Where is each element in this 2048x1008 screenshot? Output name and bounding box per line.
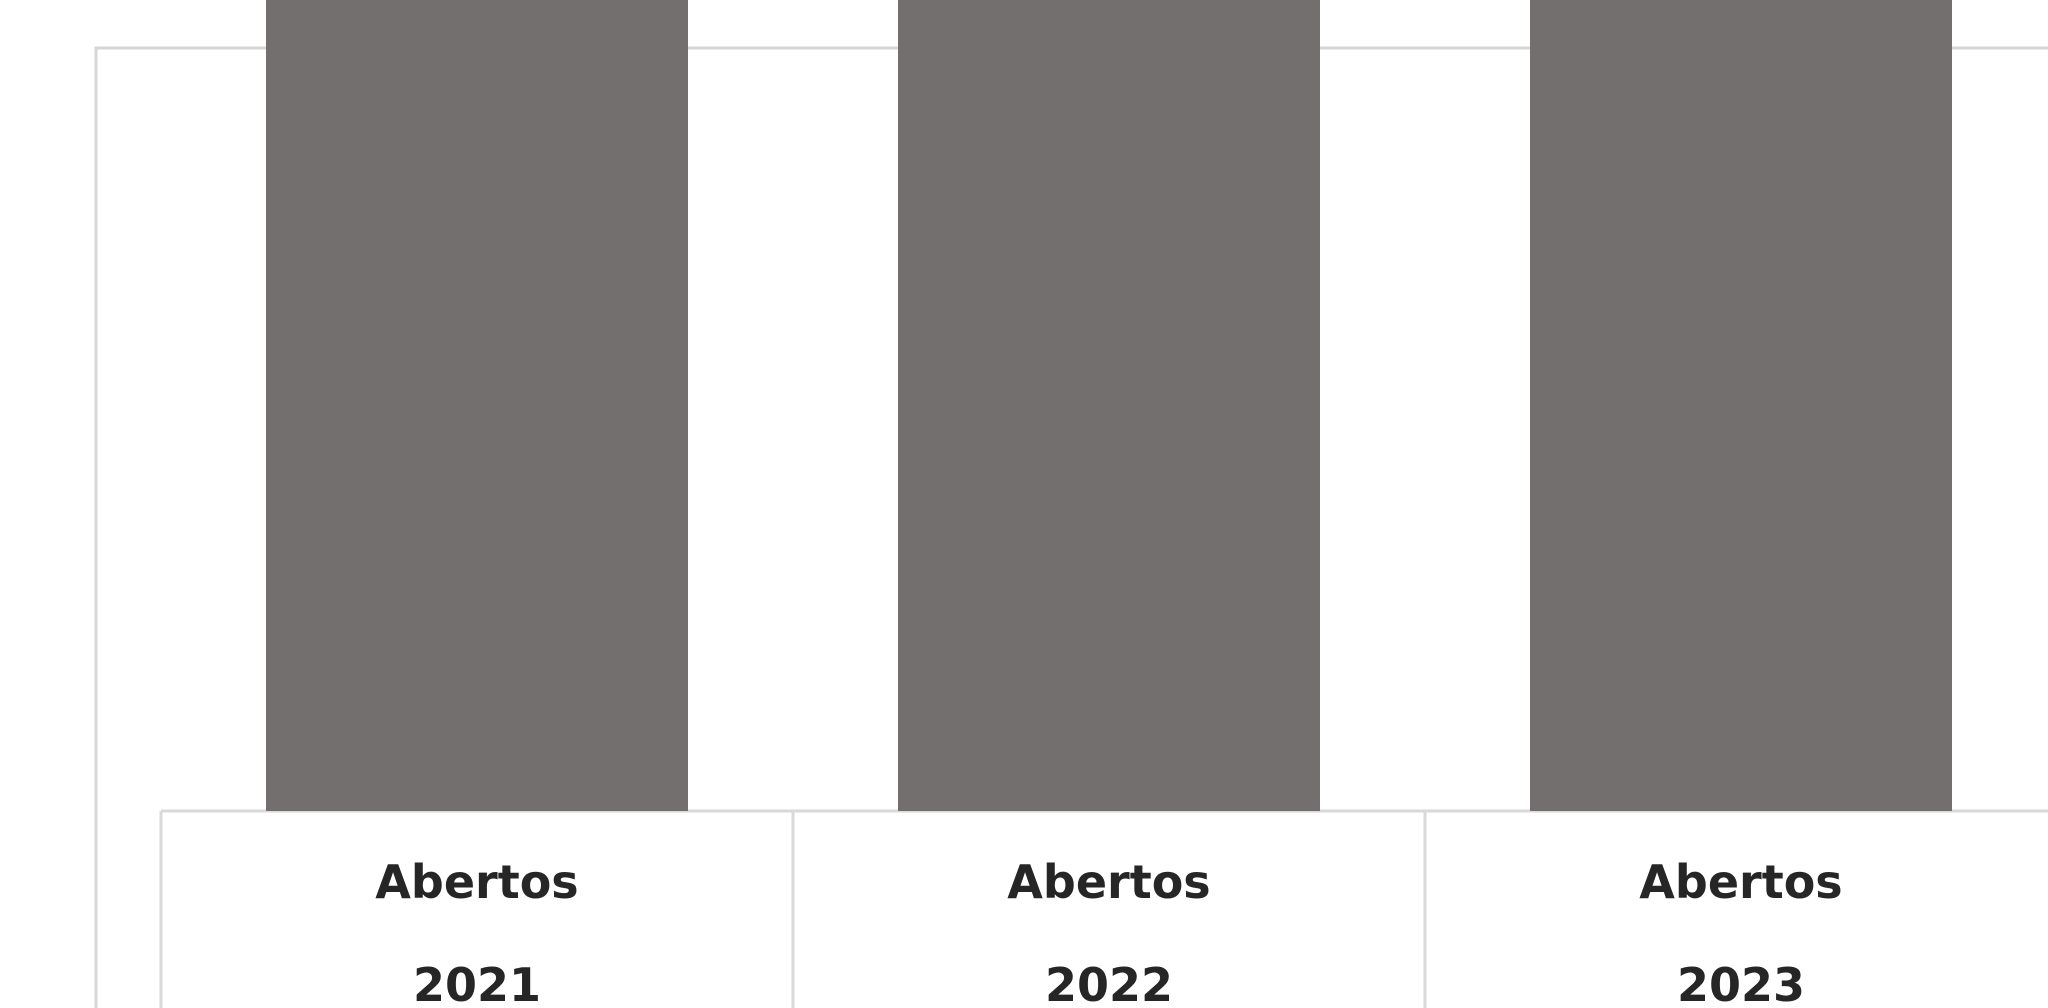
category-labels: Abertos 2021 Abertos 2022 Abertos 2023 [375, 855, 1842, 1008]
bars [266, 0, 1952, 812]
bar-1 [898, 0, 1320, 811]
category-label-0-line-0: Abertos [375, 855, 578, 909]
bar-0 [266, 0, 688, 811]
category-label-1-line-1: 2022 [1045, 958, 1173, 1008]
bar-2 [1530, 0, 1952, 812]
category-label-0-line-1: 2021 [413, 958, 541, 1008]
category-label-2-line-1: 2023 [1677, 958, 1805, 1008]
category-label-2-line-0: Abertos [1639, 855, 1842, 909]
category-label-1-line-0: Abertos [1007, 855, 1210, 909]
